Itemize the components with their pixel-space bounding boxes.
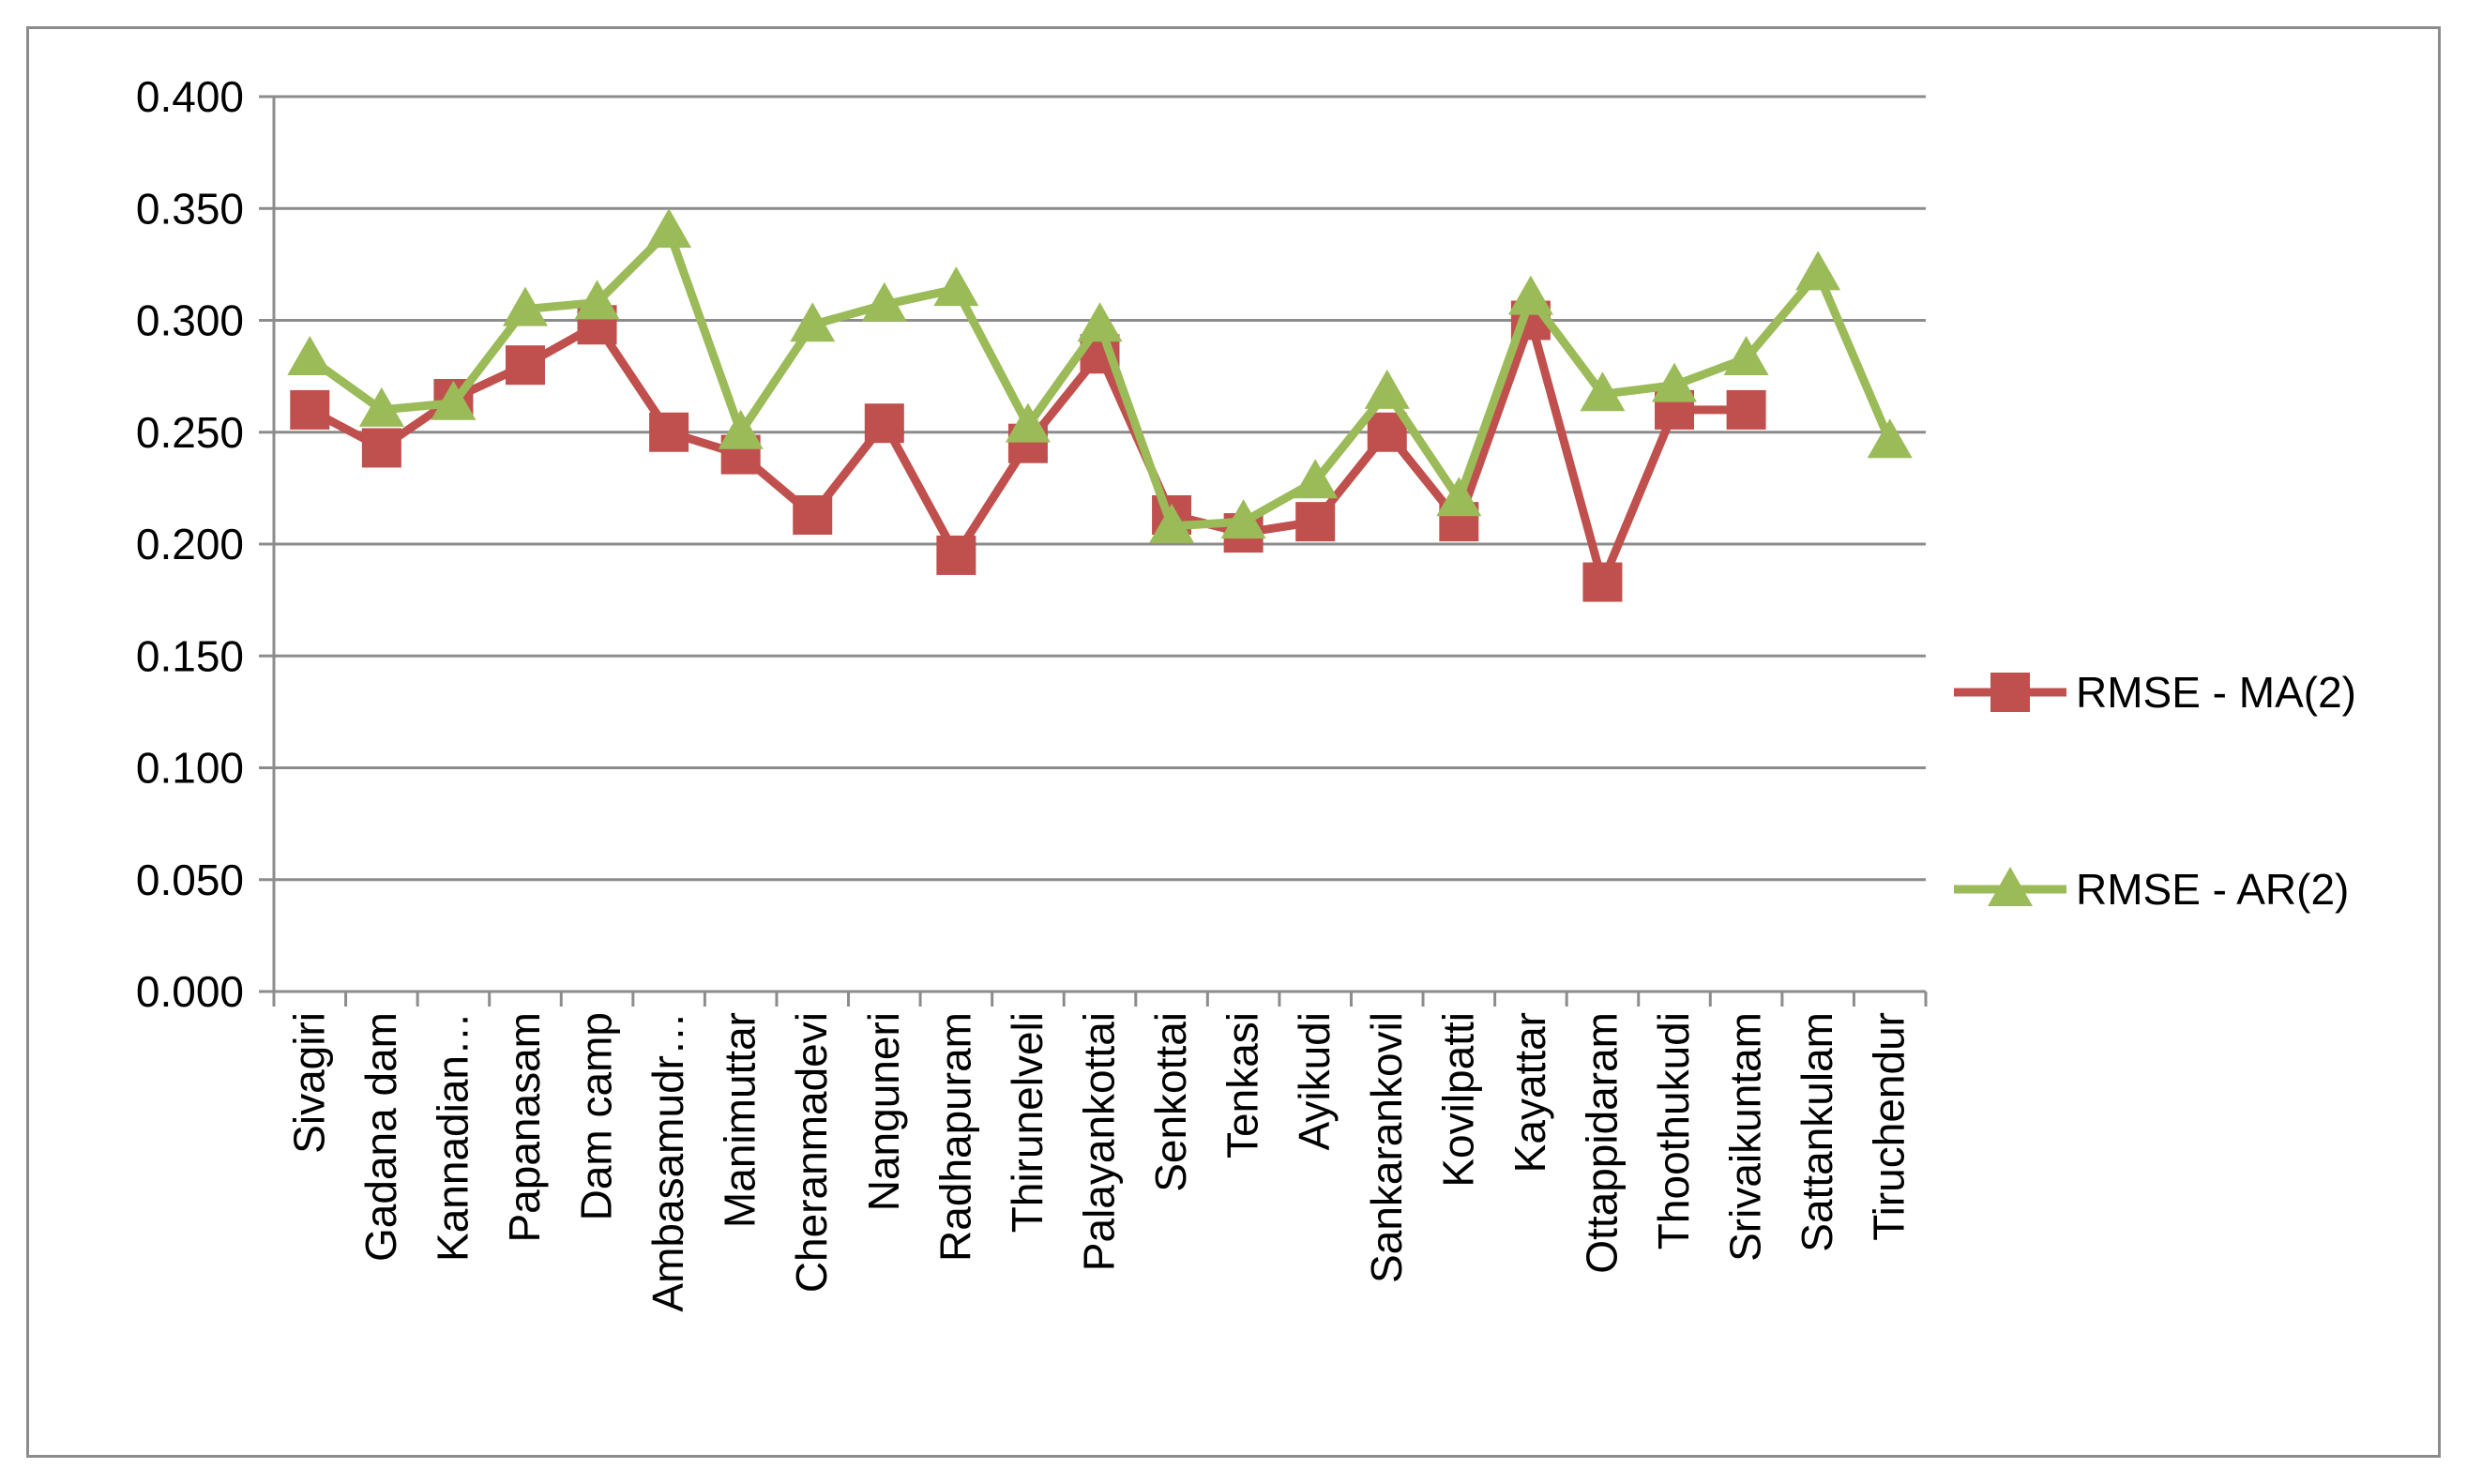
data-point [1149, 503, 1195, 543]
data-point [1726, 389, 1766, 430]
x-category-label: Papanasam [500, 1012, 549, 1243]
legend-swatch-marker [1990, 673, 2030, 712]
data-point [431, 380, 477, 420]
data-point [1723, 336, 1769, 376]
data-point [936, 535, 976, 575]
x-category-label: Cheranmadevi [787, 1012, 836, 1293]
y-tick-label: 0.150 [136, 631, 244, 680]
data-point [1582, 562, 1623, 602]
data-point [1220, 499, 1266, 539]
y-tick-label: 0.400 [136, 72, 244, 121]
data-point [1293, 459, 1339, 499]
x-axis-category-labels: Sivagiri Gadana dam Kannadian… Papanasam Dam… [284, 1012, 1913, 1312]
x-category-label: Ambasamudr… [643, 1012, 692, 1312]
series-rmse-ma2 [290, 300, 1766, 602]
y-axis-tick-labels: 0.000 0.050 0.100 0.150 0.200 0.250 0.300 0.350… [136, 72, 244, 1016]
data-point [502, 286, 548, 326]
legend-item: RMSE - MA(2) [1954, 668, 2356, 717]
data-point [649, 412, 689, 452]
x-category-label: Tiruchendur [1865, 1012, 1914, 1241]
data-point [574, 280, 620, 320]
x-category-label: Kayattar [1506, 1012, 1554, 1173]
legend: RMSE - MA(2) RMSE - AR(2) [1954, 668, 2356, 914]
gridlines [274, 95, 1926, 882]
x-category-label: Gadana dam [356, 1012, 405, 1262]
data-series [287, 208, 1913, 602]
data-point [1652, 362, 1698, 402]
y-tick-label: 0.050 [136, 856, 244, 904]
legend-label: RMSE - MA(2) [2076, 668, 2356, 717]
x-category-label: Nanguneri [859, 1012, 908, 1211]
x-category-label: Palayankottai [1075, 1012, 1124, 1271]
data-point [361, 428, 401, 468]
x-category-label: Senkottai [1146, 1012, 1195, 1192]
data-point [861, 281, 907, 322]
data-point [1507, 275, 1553, 315]
data-point [1795, 250, 1841, 291]
data-point [1077, 302, 1123, 342]
legend-label: RMSE - AR(2) [2076, 865, 2349, 914]
y-tick-label: 0.200 [136, 520, 244, 568]
data-point [933, 266, 979, 307]
x-category-label: Manimuttar [716, 1012, 764, 1228]
data-point [290, 389, 330, 430]
y-tick-label: 0.100 [136, 744, 244, 793]
x-category-label: Kovilpatti [1433, 1012, 1482, 1188]
chart-frame [26, 26, 2441, 1458]
data-point [505, 345, 545, 386]
x-category-label: Dam camp [572, 1012, 621, 1220]
series-rmse-ar2 [287, 208, 1913, 543]
data-point [718, 409, 764, 449]
x-category-label: Radhapuram [931, 1012, 979, 1262]
y-tick-label: 0.000 [136, 967, 244, 1016]
data-point [1005, 402, 1051, 443]
x-category-label: Ayikudi [1290, 1012, 1339, 1150]
legend-swatch-marker [1988, 867, 2033, 906]
legend-item: RMSE - AR(2) [1954, 865, 2349, 914]
data-point [1295, 502, 1336, 542]
data-point [358, 386, 404, 427]
x-category-label: Sankarankovil [1362, 1012, 1411, 1283]
x-category-label: Srivaikuntam [1721, 1012, 1770, 1262]
data-point [793, 494, 833, 535]
x-category-label: Tenkasi [1218, 1012, 1267, 1158]
x-category-label: Sivagiri [284, 1012, 333, 1154]
data-point [287, 336, 333, 376]
x-category-label: Thoothukudi [1649, 1012, 1698, 1249]
data-point [790, 302, 836, 342]
data-point [864, 403, 904, 444]
data-point [1364, 369, 1410, 409]
y-tick-label: 0.300 [136, 296, 244, 345]
axes [259, 95, 1928, 1007]
y-tick-label: 0.350 [136, 184, 244, 233]
x-category-label: Kannadian… [428, 1012, 477, 1262]
x-category-label: Thirunelveli [1003, 1012, 1052, 1233]
x-category-label: Sattankulam [1793, 1012, 1841, 1252]
data-point [1867, 418, 1913, 459]
series-line [305, 226, 1895, 531]
data-point [1580, 371, 1626, 412]
data-point [646, 208, 692, 249]
x-category-label: Ottappidaram [1577, 1012, 1626, 1274]
y-tick-label: 0.250 [136, 408, 244, 457]
data-point [1436, 477, 1482, 517]
